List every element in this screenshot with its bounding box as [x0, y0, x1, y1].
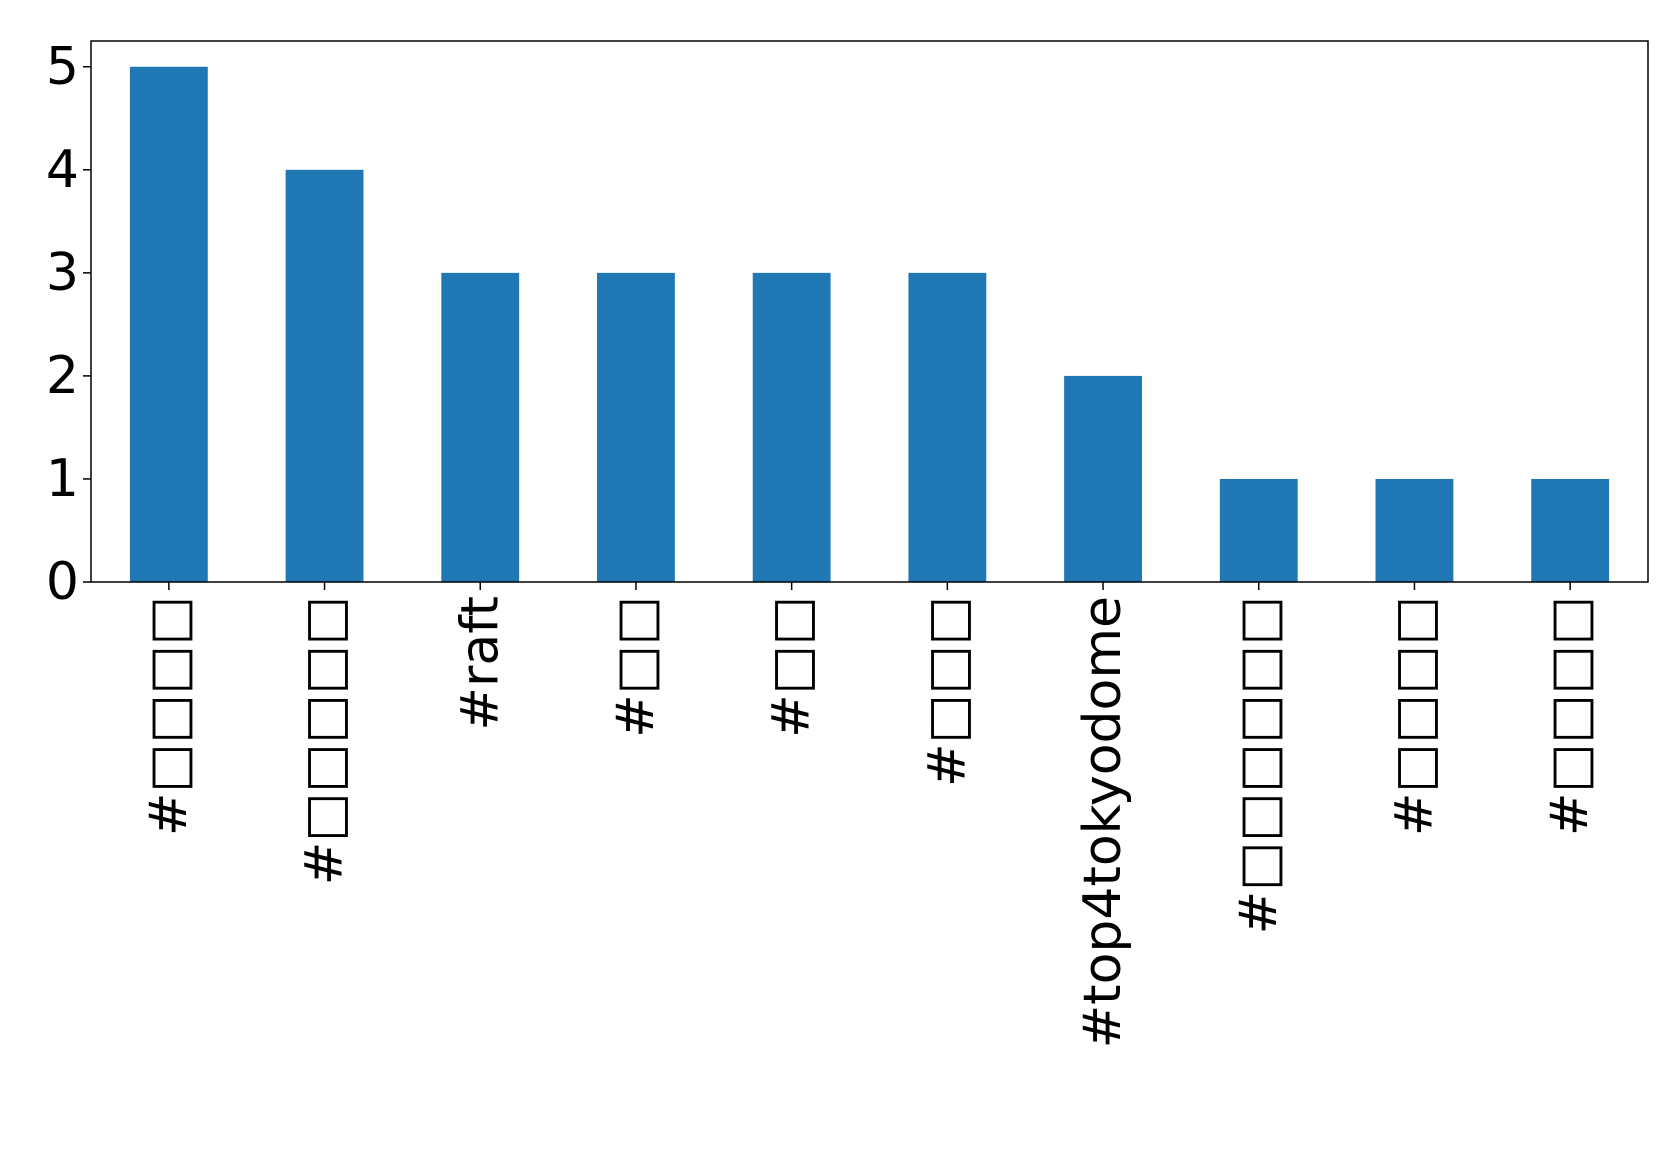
- bar: [752, 272, 831, 582]
- bar: [597, 272, 675, 582]
- y-tick-label: 0: [46, 552, 79, 612]
- y-tick-label: 4: [46, 140, 79, 200]
- x-tick-label: #□□□□□□: [1229, 596, 1289, 934]
- x-tick-label: #□□□: [917, 596, 977, 787]
- bar: [285, 169, 364, 583]
- bar: [129, 66, 208, 582]
- x-tick-label: #□□□□□: [295, 596, 355, 885]
- y-tick-label: 5: [46, 37, 79, 97]
- y-tick-label: 1: [46, 449, 79, 509]
- bar: [1064, 375, 1142, 582]
- x-tick-label: #raft: [450, 596, 510, 731]
- bar: [441, 272, 520, 582]
- x-tick-label: #□□□□: [1384, 596, 1444, 836]
- bar: [1375, 478, 1454, 582]
- y-tick-label: 2: [46, 346, 79, 406]
- y-tick-label: 3: [46, 243, 79, 303]
- x-tick-label: #□□□□: [139, 596, 199, 836]
- x-tick-label: #□□□□: [1540, 596, 1600, 836]
- x-tick-label: #□□: [762, 596, 822, 738]
- bar: [908, 272, 987, 582]
- x-tick-label: #top4tokyodome: [1073, 596, 1133, 1048]
- x-tick-label: #□□: [606, 596, 666, 738]
- plot-frame: [90, 40, 1649, 583]
- bar: [1219, 478, 1298, 582]
- bar: [1531, 478, 1610, 582]
